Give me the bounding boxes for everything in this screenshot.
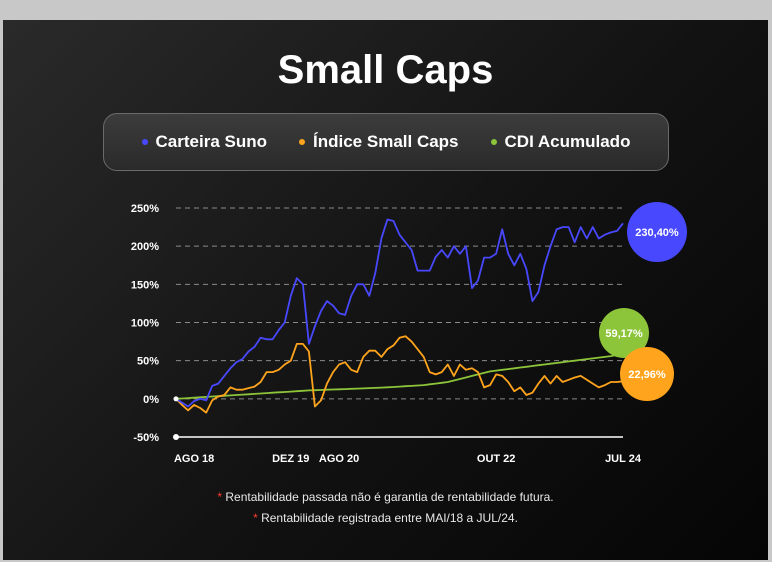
x-tick-label: JUL 24 — [605, 453, 642, 465]
legend-label-carteira-suno: Carteira Suno — [155, 132, 268, 151]
series-start-dot — [173, 396, 179, 402]
legend-item-cdi-acumulado: CDI Acumulado — [490, 132, 631, 152]
y-tick-label: 250% — [131, 203, 159, 215]
chart-card: Small Caps Carteira Suno Índice Small Ca… — [3, 20, 768, 560]
x-tick-label: AGO 18 — [174, 453, 214, 465]
y-tick-label: -50% — [133, 432, 159, 444]
end-bubble-carteira-suno — [627, 202, 687, 262]
legend-item-indice-small-caps: Índice Small Caps — [299, 132, 459, 152]
y-tick-label: 100% — [131, 318, 159, 330]
end-bubble-cdi-acumulado — [599, 308, 649, 358]
legend-label-cdi-acumulado: CDI Acumulado — [504, 132, 631, 151]
end-label-indice-small-caps: 22,96% — [628, 369, 666, 381]
y-tick-label: 150% — [131, 279, 159, 291]
end-label-carteira-suno: 230,40% — [635, 227, 679, 239]
legend-dot-indice-small-caps — [299, 139, 306, 145]
x-tick-label: AGO 20 — [319, 453, 359, 465]
y-tick-label: 0% — [143, 394, 159, 406]
x-tick-label: DEZ 19 — [272, 453, 309, 465]
disclaimer-text-1: Rentabilidade passada não é garantia de … — [225, 490, 554, 504]
x-axis-origin-dot — [173, 434, 179, 440]
y-tick-label: 50% — [137, 356, 159, 368]
legend-dot-cdi-acumulado — [490, 139, 497, 145]
end-bubble-indice-small-caps — [620, 347, 674, 401]
legend-item-carteira-suno: Carteira Suno — [141, 132, 268, 152]
x-tick-label: OUT 22 — [477, 453, 516, 465]
legend-dot-carteira-suno — [141, 139, 148, 145]
disclaimer-text-2: Rentabilidade registrada entre MAI/18 a … — [261, 511, 518, 525]
disclaimer-star-1: * — [217, 490, 223, 504]
line-chart: 250% 200% 150% 100% 50% 0% -50% AGO 18 DEZ 19 AGO… — [131, 202, 687, 465]
disclaimer-line-1: * Rentabilidade passada não é garantia d… — [3, 490, 768, 504]
series-line-cdi-acumulado — [175, 352, 624, 400]
end-label-cdi-acumulado: 59,17% — [605, 328, 643, 340]
legend: Carteira Suno Índice Small Caps CDI Acum… — [103, 113, 669, 171]
disclaimer-line-2: * Rentabilidade registrada entre MAI/18 … — [3, 511, 768, 525]
page-title: Small Caps — [277, 48, 494, 92]
y-tick-label: 200% — [131, 241, 159, 253]
legend-label-indice-small-caps: Índice Small Caps — [313, 132, 459, 151]
disclaimer-star-2: * — [253, 511, 258, 525]
series-line-carteira-suno — [175, 218, 624, 408]
series-line-indice-small-caps — [175, 335, 624, 414]
